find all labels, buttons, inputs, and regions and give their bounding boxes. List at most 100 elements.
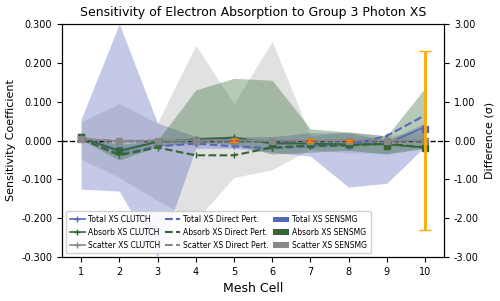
Absorb XS CLUTCH (231, 136, 237, 139)
Total XS CLUTCH (116, 148, 122, 152)
Total XS CLUTCH (78, 136, 84, 139)
Scatter XS Direct Pert. (192, 139, 198, 142)
Legend: Total XS CLUTCH, Absorb XS CLUTCH, Scatter XS CLUTCH, Total XS Direct Pert., Abs: Total XS CLUTCH, Absorb XS CLUTCH, Scatt… (66, 211, 370, 253)
Scatter XS SENSMG (154, 139, 160, 142)
Total XS Direct Pert. (269, 147, 275, 150)
Line: Total XS SENSMG: Total XS SENSMG (78, 126, 428, 153)
Title: Sensitivity of Electron Absorption to Group 3 Photon XS: Sensitivity of Electron Absorption to Gr… (80, 5, 426, 19)
Total XS SENSMG (422, 127, 428, 131)
Absorb XS CLUTCH (384, 143, 390, 146)
Total XS CLUTCH (346, 143, 352, 146)
Absorb XS CLUTCH (308, 142, 314, 145)
Total XS SENSMG (116, 148, 122, 152)
Absorb XS Direct Pert. (78, 137, 84, 140)
Scatter XS Direct Pert. (384, 139, 390, 142)
Scatter XS Direct Pert. (422, 139, 428, 142)
Line: Scatter XS Direct Pert.: Scatter XS Direct Pert. (78, 136, 428, 144)
Absorb XS Direct Pert. (231, 154, 237, 157)
Line: Absorb XS Direct Pert.: Absorb XS Direct Pert. (78, 135, 428, 159)
Absorb XS CLUTCH (78, 136, 84, 139)
Line: Absorb XS SENSMG: Absorb XS SENSMG (78, 135, 428, 154)
Absorb XS Direct Pert. (154, 146, 160, 149)
Total XS CLUTCH (192, 138, 198, 141)
Scatter XS CLUTCH (78, 137, 84, 140)
Scatter XS CLUTCH (154, 139, 160, 142)
Scatter XS SENSMG (116, 139, 122, 143)
Absorb XS Direct Pert. (422, 146, 428, 149)
Total XS SENSMG (154, 140, 160, 144)
Absorb XS CLUTCH (116, 150, 122, 153)
Absorb XS SENSMG (346, 143, 352, 146)
Line: Scatter XS SENSMG: Scatter XS SENSMG (78, 136, 428, 144)
Scatter XS SENSMG (231, 139, 237, 142)
Scatter XS CLUTCH (192, 139, 198, 142)
Total XS Direct Pert. (308, 144, 314, 148)
Absorb XS SENSMG (269, 142, 275, 145)
Absorb XS CLUTCH (154, 140, 160, 144)
Total XS SENSMG (308, 142, 314, 145)
Scatter XS Direct Pert. (308, 139, 314, 142)
Absorb XS SENSMG (384, 144, 390, 147)
Total XS CLUTCH (384, 142, 390, 145)
Absorb XS SENSMG (154, 140, 160, 144)
Total XS CLUTCH (422, 125, 428, 129)
Total XS SENSMG (231, 139, 237, 143)
Scatter XS CLUTCH (116, 139, 122, 143)
Scatter XS SENSMG (346, 139, 352, 142)
Scatter XS CLUTCH (384, 139, 390, 142)
Absorb XS CLUTCH (269, 142, 275, 145)
Absorb XS Direct Pert. (384, 142, 390, 145)
Total XS CLUTCH (154, 140, 160, 144)
Absorb XS CLUTCH (192, 138, 198, 141)
Scatter XS CLUTCH (231, 139, 237, 142)
Total XS Direct Pert. (116, 152, 122, 156)
Scatter XS SENSMG (422, 139, 428, 142)
Total XS Direct Pert. (192, 142, 198, 145)
Absorb XS Direct Pert. (116, 154, 122, 157)
Scatter XS Direct Pert. (116, 139, 122, 143)
X-axis label: Mesh Cell: Mesh Cell (223, 282, 283, 296)
Absorb XS Direct Pert. (308, 144, 314, 147)
Scatter XS SENSMG (78, 137, 84, 140)
Absorb XS CLUTCH (346, 143, 352, 146)
Total XS SENSMG (269, 142, 275, 145)
Absorb XS Direct Pert. (192, 154, 198, 157)
Absorb XS SENSMG (192, 139, 198, 143)
Total XS SENSMG (346, 143, 352, 147)
Total XS SENSMG (78, 136, 84, 139)
Scatter XS CLUTCH (422, 139, 428, 142)
Absorb XS CLUTCH (422, 146, 428, 149)
Y-axis label: Sensitivity Coefficient: Sensitivity Coefficient (6, 79, 16, 201)
Line: Total XS CLUTCH: Total XS CLUTCH (78, 123, 428, 154)
Line: Absorb XS CLUTCH: Absorb XS CLUTCH (78, 134, 428, 155)
Total XS SENSMG (192, 139, 198, 143)
Total XS Direct Pert. (154, 144, 160, 148)
Absorb XS Direct Pert. (346, 144, 352, 147)
Line: Total XS Direct Pert.: Total XS Direct Pert. (78, 112, 428, 158)
Absorb XS SENSMG (231, 139, 237, 143)
Scatter XS Direct Pert. (154, 139, 160, 142)
Total XS Direct Pert. (231, 144, 237, 148)
Absorb XS SENSMG (116, 150, 122, 153)
Scatter XS Direct Pert. (346, 139, 352, 142)
Scatter XS CLUTCH (269, 139, 275, 142)
Absorb XS Direct Pert. (269, 146, 275, 149)
Scatter XS SENSMG (269, 139, 275, 142)
Scatter XS SENSMG (384, 139, 390, 142)
Total XS CLUTCH (231, 137, 237, 140)
Total XS Direct Pert. (384, 134, 390, 138)
Total XS Direct Pert. (346, 143, 352, 147)
Total XS Direct Pert. (78, 137, 84, 140)
Line: Scatter XS CLUTCH: Scatter XS CLUTCH (78, 135, 428, 145)
Scatter XS CLUTCH (346, 139, 352, 142)
Y-axis label: Difference (σ): Difference (σ) (484, 102, 494, 179)
Absorb XS SENSMG (422, 146, 428, 149)
Absorb XS SENSMG (78, 136, 84, 139)
Scatter XS SENSMG (192, 139, 198, 142)
Scatter XS CLUTCH (308, 139, 314, 142)
Scatter XS SENSMG (308, 139, 314, 142)
Total XS CLUTCH (308, 142, 314, 145)
Absorb XS SENSMG (308, 142, 314, 145)
Total XS CLUTCH (269, 141, 275, 144)
Total XS SENSMG (384, 142, 390, 145)
